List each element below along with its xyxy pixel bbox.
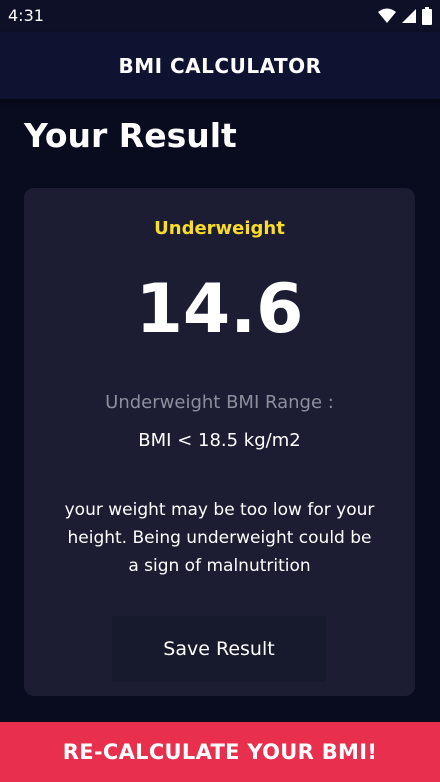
status-time: 4:31	[8, 6, 44, 25]
save-result-button[interactable]: Save Result	[112, 616, 326, 682]
status-icons	[378, 6, 432, 26]
status-bar: 4:31	[0, 0, 440, 32]
bmi-interpretation: your weight may be too low for your heig…	[64, 500, 375, 576]
result-status: Underweight	[154, 218, 285, 239]
signal-icon	[402, 9, 416, 23]
wifi-icon	[378, 8, 396, 23]
recalculate-button[interactable]: RE-CALCULATE YOUR BMI!	[0, 722, 440, 782]
result-card: Underweight 14.6 Underweight BMI Range :…	[24, 188, 415, 696]
page-title: Your Result	[24, 116, 237, 155]
app-bar: BMI CALCULATOR	[0, 32, 440, 99]
app-title: BMI CALCULATOR	[118, 53, 322, 78]
bmi-range-value: BMI < 18.5 kg/m2	[138, 430, 301, 451]
battery-icon	[422, 7, 432, 25]
bmi-range-label: Underweight BMI Range :	[105, 392, 334, 413]
bmi-value: 14.6	[135, 270, 304, 349]
